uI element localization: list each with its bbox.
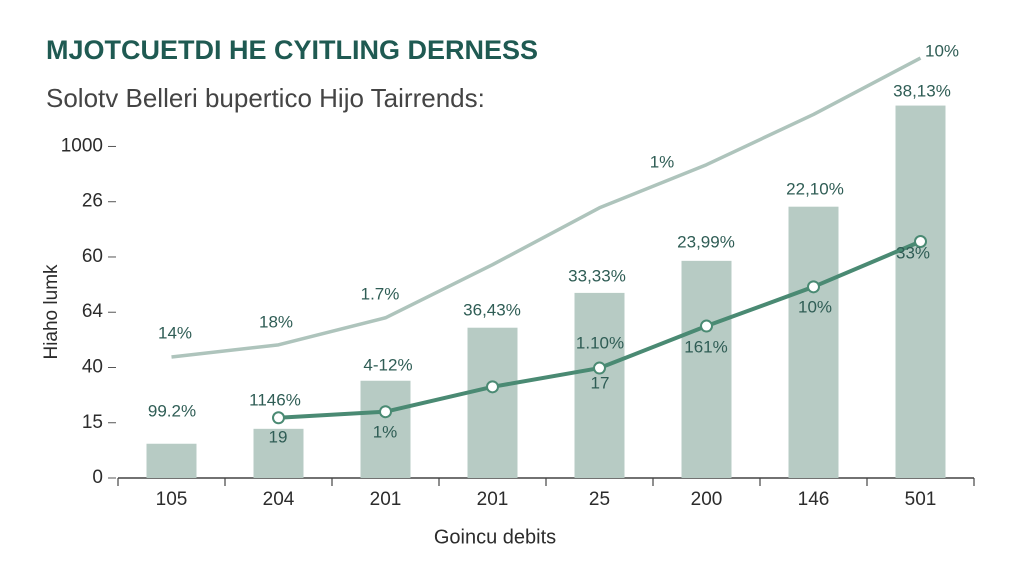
line-marker (807, 280, 820, 294)
annotation: 18% (259, 312, 293, 331)
line (171, 56, 922, 359)
annotation: 19 (269, 427, 288, 446)
x-tick-label: 25 (589, 489, 610, 510)
x-tick-label: 204 (263, 489, 295, 510)
annotation: 22,10% (786, 179, 844, 198)
annotation: 1% (373, 422, 398, 441)
chart-subtitle: Solotv Belleri bupertico Hijo Tairrends: (46, 83, 485, 113)
annotation: 36,43% (463, 300, 521, 319)
x-tick-label: 201 (370, 489, 402, 510)
x-tick-label: 105 (156, 489, 188, 510)
bar (253, 428, 304, 478)
x-tick-label: 200 (691, 489, 723, 510)
annotation: 10% (798, 297, 832, 316)
annotation: 1146% (249, 390, 301, 409)
line-marker (914, 235, 927, 249)
y-tick-label: 40 (82, 357, 103, 378)
bar (574, 292, 625, 478)
line-marker (486, 380, 499, 394)
y-tick-label: 1000 (61, 135, 103, 156)
x-axis-label: Goincu debits (434, 526, 556, 548)
annotation: 14% (158, 323, 192, 342)
bar (788, 206, 839, 478)
y-tick-label: 64 (82, 301, 104, 322)
annotation: 23,99% (677, 232, 735, 251)
bar (895, 105, 946, 479)
y-tick-label: 60 (82, 246, 103, 267)
bar (467, 327, 518, 478)
x-tick-label: 201 (477, 489, 509, 510)
annotation: 33,33% (568, 266, 626, 285)
bar (146, 443, 197, 478)
annotation: 4-12% (363, 355, 412, 374)
line-marker (379, 405, 392, 419)
annotation: 38,13% (893, 81, 951, 100)
line-marker (593, 361, 606, 375)
annotation: 1% (650, 152, 675, 171)
bar (681, 260, 732, 478)
annotation: 10% (925, 41, 959, 60)
line-marker (700, 319, 713, 333)
annotation: 99.2% (148, 401, 196, 420)
y-tick-label: 26 (82, 191, 103, 212)
y-tick-label: 15 (82, 412, 103, 433)
line-marker (272, 411, 285, 425)
annotation: 161% (684, 337, 727, 356)
y-axis-label: Hiaho lumk (41, 264, 62, 360)
y-tick-label: 0 (92, 467, 103, 488)
x-tick-label: 501 (905, 489, 937, 510)
chart-title: MJOTCUETDI HE CYITLING DERNESS (46, 35, 538, 65)
x-tick-label: 146 (798, 489, 830, 510)
bar (360, 380, 411, 478)
annotation: 17 (591, 373, 610, 392)
annotation: 33% (896, 243, 930, 262)
annotation: 1.7% (361, 284, 400, 303)
annotation: 1.10% (576, 333, 624, 352)
